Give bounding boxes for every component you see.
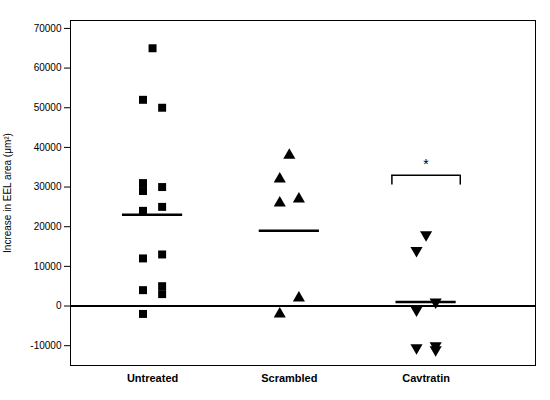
svg-text:30000: 30000: [34, 181, 62, 192]
svg-text:40000: 40000: [34, 142, 62, 153]
svg-text:10000: 10000: [34, 261, 62, 272]
svg-text:0: 0: [56, 300, 62, 311]
svg-text:70000: 70000: [34, 23, 62, 34]
svg-text:Increase in EEL area (μm²): Increase in EEL area (μm²): [2, 133, 13, 253]
svg-text:Untreated: Untreated: [127, 372, 178, 384]
svg-text:20000: 20000: [34, 221, 62, 232]
svg-text:60000: 60000: [34, 62, 62, 73]
svg-text:Scrambled: Scrambled: [261, 372, 317, 384]
svg-text:-10000: -10000: [30, 340, 62, 351]
svg-text:Cavtratin: Cavtratin: [402, 372, 450, 384]
svg-text:50000: 50000: [34, 102, 62, 113]
svg-text:*: *: [423, 156, 429, 172]
